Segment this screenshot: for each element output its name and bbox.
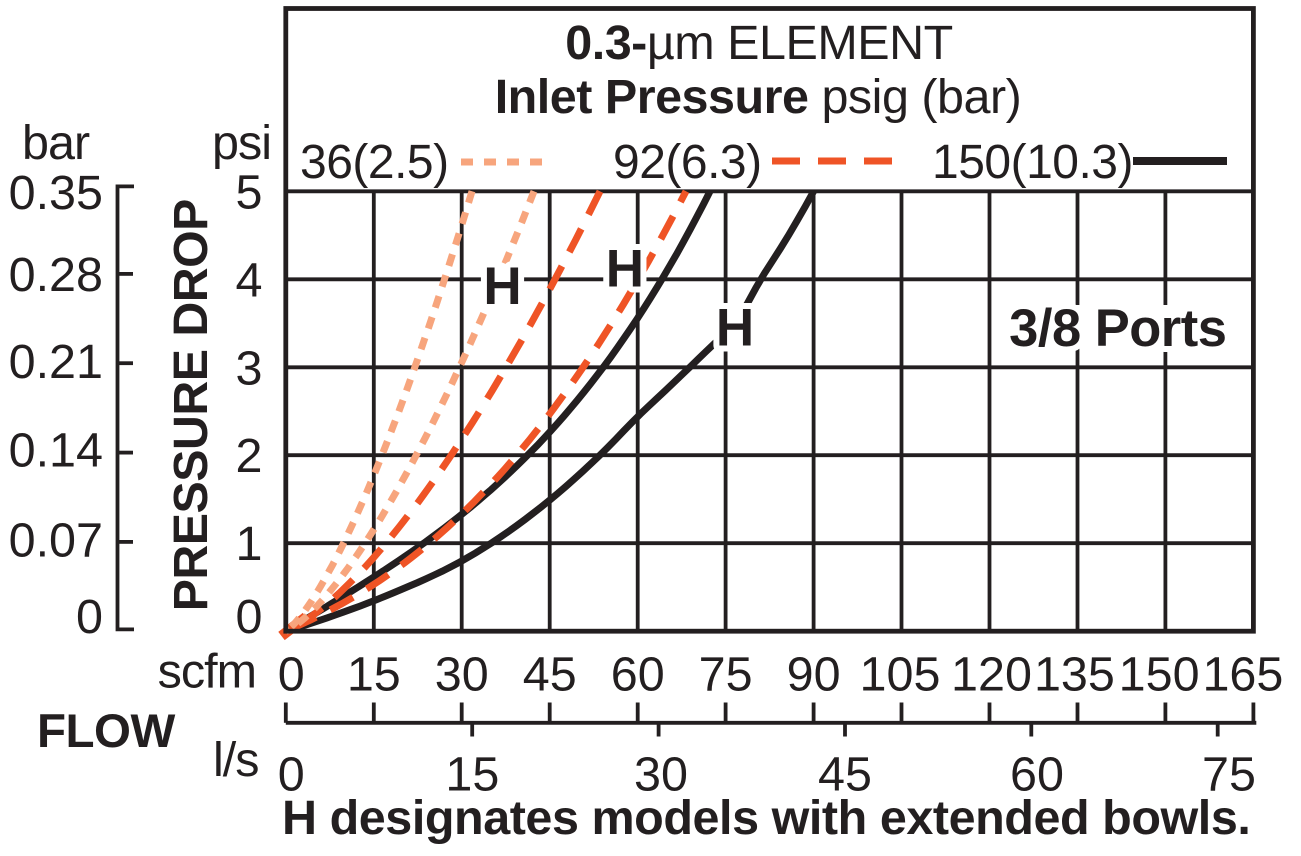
svg-text:H designates models with exten: H designates models with extended bowls. bbox=[282, 791, 1250, 845]
svg-text:36(2.5): 36(2.5) bbox=[300, 136, 449, 189]
svg-text:30: 30 bbox=[435, 648, 489, 702]
svg-text:75: 75 bbox=[699, 648, 753, 702]
svg-text:0.3-µm ELEMENT: 0.3-µm ELEMENT bbox=[565, 16, 952, 70]
svg-text:Inlet Pressure psig (bar): Inlet Pressure psig (bar) bbox=[495, 70, 1022, 124]
svg-text:150: 150 bbox=[1119, 648, 1200, 702]
svg-text:120: 120 bbox=[951, 648, 1032, 702]
svg-text:60: 60 bbox=[1010, 748, 1064, 802]
svg-text:150(10.3): 150(10.3) bbox=[932, 136, 1133, 189]
svg-text:92(6.3): 92(6.3) bbox=[613, 136, 762, 189]
svg-text:30: 30 bbox=[634, 748, 688, 802]
svg-text:2: 2 bbox=[236, 429, 263, 483]
svg-text:45: 45 bbox=[523, 648, 577, 702]
svg-text:0: 0 bbox=[236, 590, 263, 644]
svg-text:105: 105 bbox=[860, 648, 941, 702]
svg-text:psi: psi bbox=[212, 116, 271, 170]
svg-text:0: 0 bbox=[278, 648, 305, 702]
svg-text:165: 165 bbox=[1202, 648, 1283, 702]
svg-text:45: 45 bbox=[818, 748, 872, 802]
svg-text:1: 1 bbox=[236, 517, 263, 571]
svg-text:scfm: scfm bbox=[158, 644, 256, 698]
svg-text:3/8 Ports: 3/8 Ports bbox=[1009, 299, 1226, 358]
svg-text:0: 0 bbox=[278, 748, 305, 802]
svg-text:5: 5 bbox=[236, 165, 263, 219]
svg-text:75: 75 bbox=[1202, 748, 1256, 802]
svg-text:H: H bbox=[606, 240, 644, 299]
svg-text:0.28: 0.28 bbox=[9, 248, 103, 302]
svg-text:90: 90 bbox=[787, 648, 841, 702]
svg-text:H: H bbox=[483, 257, 521, 316]
svg-text:4: 4 bbox=[236, 253, 263, 307]
svg-text:60: 60 bbox=[611, 648, 665, 702]
svg-text:15: 15 bbox=[445, 748, 499, 802]
svg-text:0.14: 0.14 bbox=[9, 424, 103, 478]
svg-text:0: 0 bbox=[76, 590, 103, 644]
svg-text:15: 15 bbox=[347, 648, 401, 702]
svg-text:0.35: 0.35 bbox=[9, 166, 103, 220]
svg-text:H: H bbox=[716, 299, 754, 358]
svg-text:FLOW: FLOW bbox=[37, 705, 175, 758]
svg-text:l/s: l/s bbox=[213, 733, 259, 787]
svg-text:0.21: 0.21 bbox=[9, 335, 103, 389]
svg-text:3: 3 bbox=[236, 341, 263, 395]
svg-text:135: 135 bbox=[1034, 648, 1115, 702]
svg-text:PRESSURE DROP: PRESSURE DROP bbox=[164, 199, 218, 611]
svg-text:0.07: 0.07 bbox=[9, 514, 103, 568]
svg-text:bar: bar bbox=[22, 116, 90, 170]
